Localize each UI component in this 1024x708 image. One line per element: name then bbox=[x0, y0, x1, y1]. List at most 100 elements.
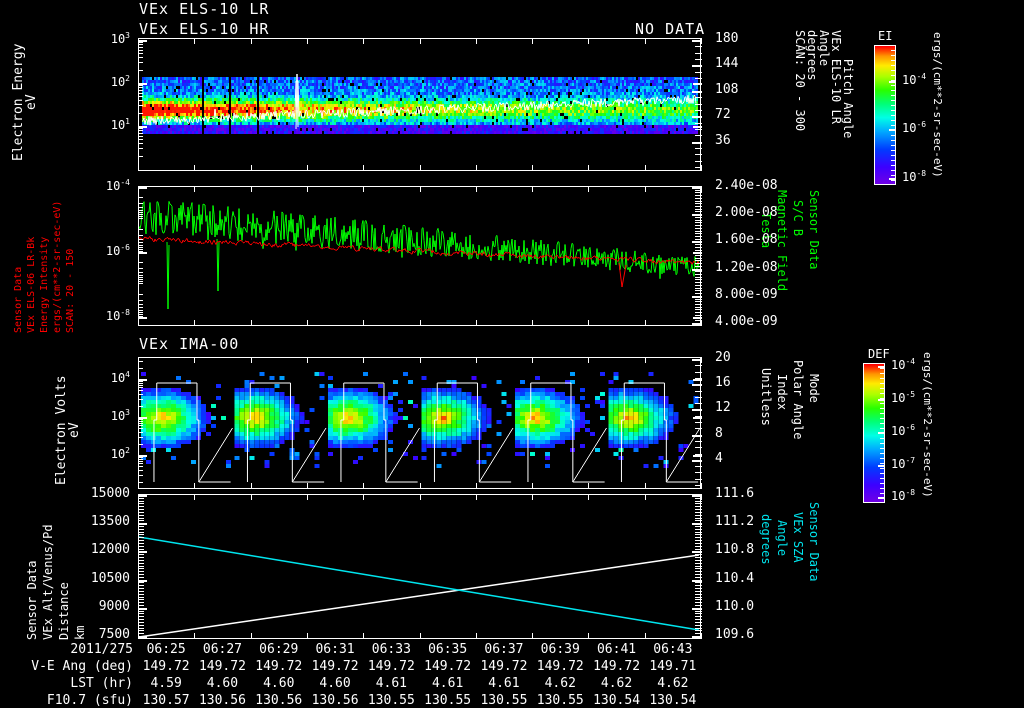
axis-tick bbox=[695, 320, 702, 322]
axis-tick bbox=[695, 495, 702, 496]
axis-tick bbox=[138, 384, 143, 386]
axis-tick bbox=[138, 320, 139, 326]
axis-tick bbox=[138, 267, 143, 269]
axis-tick bbox=[138, 405, 143, 407]
axis-tick bbox=[695, 371, 702, 373]
panel3-y-axis-label: Electron Volts eV bbox=[54, 375, 82, 485]
axis-tick bbox=[891, 65, 896, 66]
axis-tick bbox=[880, 438, 885, 439]
axis-tick bbox=[891, 125, 896, 126]
axis-tick bbox=[363, 483, 365, 489]
table-cell: 4.60 bbox=[206, 676, 239, 691]
axis-tick bbox=[891, 75, 896, 76]
axis-tick-label: 103 bbox=[110, 408, 130, 423]
panel3-right-l3: Index bbox=[775, 374, 789, 411]
axis-tick bbox=[138, 624, 144, 626]
axis-tick bbox=[138, 41, 143, 43]
panel2-left-l3: Energy Intensity bbox=[39, 236, 50, 333]
axis-tick bbox=[695, 287, 702, 289]
axis-tick bbox=[138, 49, 143, 51]
axis-tick bbox=[695, 434, 702, 436]
axis-tick bbox=[695, 244, 702, 246]
axis-tick bbox=[695, 249, 702, 251]
axis-tick bbox=[138, 576, 144, 578]
axis-tick bbox=[695, 203, 702, 205]
axis-tick bbox=[250, 357, 252, 363]
axis-tick bbox=[138, 463, 143, 465]
axis-tick bbox=[306, 38, 308, 44]
axis-tick bbox=[695, 225, 702, 227]
axis-tick bbox=[138, 599, 144, 601]
axis-tick bbox=[880, 478, 885, 479]
axis-tick bbox=[138, 557, 144, 559]
axis-tick bbox=[695, 109, 702, 111]
axis-tick bbox=[701, 494, 702, 500]
axis-tick-label: 10-6 bbox=[891, 422, 916, 438]
axis-tick bbox=[880, 408, 885, 409]
axis-tick bbox=[695, 551, 702, 553]
panel4-left-l2: VEx Alt/Venus/Pd bbox=[41, 524, 55, 640]
axis-tick bbox=[695, 298, 702, 300]
axis-tick bbox=[138, 582, 144, 584]
axis-tick bbox=[701, 483, 702, 489]
axis-tick bbox=[695, 514, 702, 516]
axis-tick bbox=[693, 455, 702, 457]
axis-tick bbox=[880, 413, 885, 414]
axis-tick bbox=[532, 320, 534, 326]
axis-tick bbox=[695, 276, 702, 278]
axis-tick bbox=[692, 636, 702, 638]
axis-tick bbox=[138, 571, 144, 573]
axis-tick bbox=[695, 509, 702, 511]
table-cell: 149.72 bbox=[536, 659, 584, 674]
axis-tick bbox=[891, 70, 896, 71]
axis-tick bbox=[695, 537, 702, 539]
axis-tick bbox=[138, 428, 143, 430]
axis-tick bbox=[695, 511, 702, 513]
axis-tick bbox=[695, 187, 702, 188]
axis-tick bbox=[692, 459, 702, 462]
axis-tick bbox=[138, 588, 144, 590]
table-cell: 149.72 bbox=[198, 659, 246, 674]
axis-tick bbox=[695, 599, 702, 601]
panel2-line-chart bbox=[139, 187, 700, 325]
panel4-right-axis-label: Sensor Data VEx SZA Angle degrees bbox=[759, 500, 840, 640]
axis-tick bbox=[695, 562, 702, 564]
axis-tick bbox=[138, 394, 143, 396]
panel3-title: VEx IMA-00 bbox=[139, 335, 240, 353]
axis-tick bbox=[419, 494, 421, 500]
axis-tick bbox=[138, 418, 143, 420]
axis-tick bbox=[695, 568, 702, 570]
axis-tick bbox=[138, 252, 147, 254]
axis-tick bbox=[475, 633, 477, 639]
axis-tick bbox=[138, 235, 143, 236]
panel2-right-l1: Sensor Data bbox=[807, 190, 821, 270]
axis-tick bbox=[138, 585, 144, 587]
axis-tick bbox=[695, 565, 702, 567]
axis-tick bbox=[588, 320, 590, 326]
axis-tick bbox=[138, 87, 143, 89]
axis-tick bbox=[250, 165, 252, 171]
axis-tick bbox=[695, 301, 702, 303]
axis-tick bbox=[138, 274, 143, 276]
table-cell: 4.61 bbox=[375, 676, 407, 691]
axis-tick bbox=[695, 506, 702, 508]
axis-tick bbox=[880, 368, 885, 369]
axis-tick bbox=[880, 428, 885, 429]
axis-tick-label: 8 bbox=[715, 425, 723, 441]
axis-tick bbox=[891, 180, 896, 181]
axis-tick bbox=[695, 208, 702, 210]
axis-tick bbox=[138, 554, 144, 556]
axis-tick bbox=[695, 517, 702, 519]
table-cell: 06:41 bbox=[596, 642, 637, 657]
axis-tick bbox=[306, 320, 308, 326]
axis-tick bbox=[138, 62, 143, 64]
axis-tick-label: 10-7 bbox=[891, 455, 916, 471]
axis-tick bbox=[695, 46, 702, 48]
axis-tick-label: 10-5 bbox=[891, 389, 916, 405]
axis-tick bbox=[880, 418, 885, 419]
axis-tick bbox=[644, 633, 646, 639]
axis-tick bbox=[891, 120, 896, 121]
axis-tick bbox=[138, 398, 143, 400]
panel1-spectrogram bbox=[139, 39, 700, 170]
panel1-plot-frame bbox=[138, 38, 701, 171]
